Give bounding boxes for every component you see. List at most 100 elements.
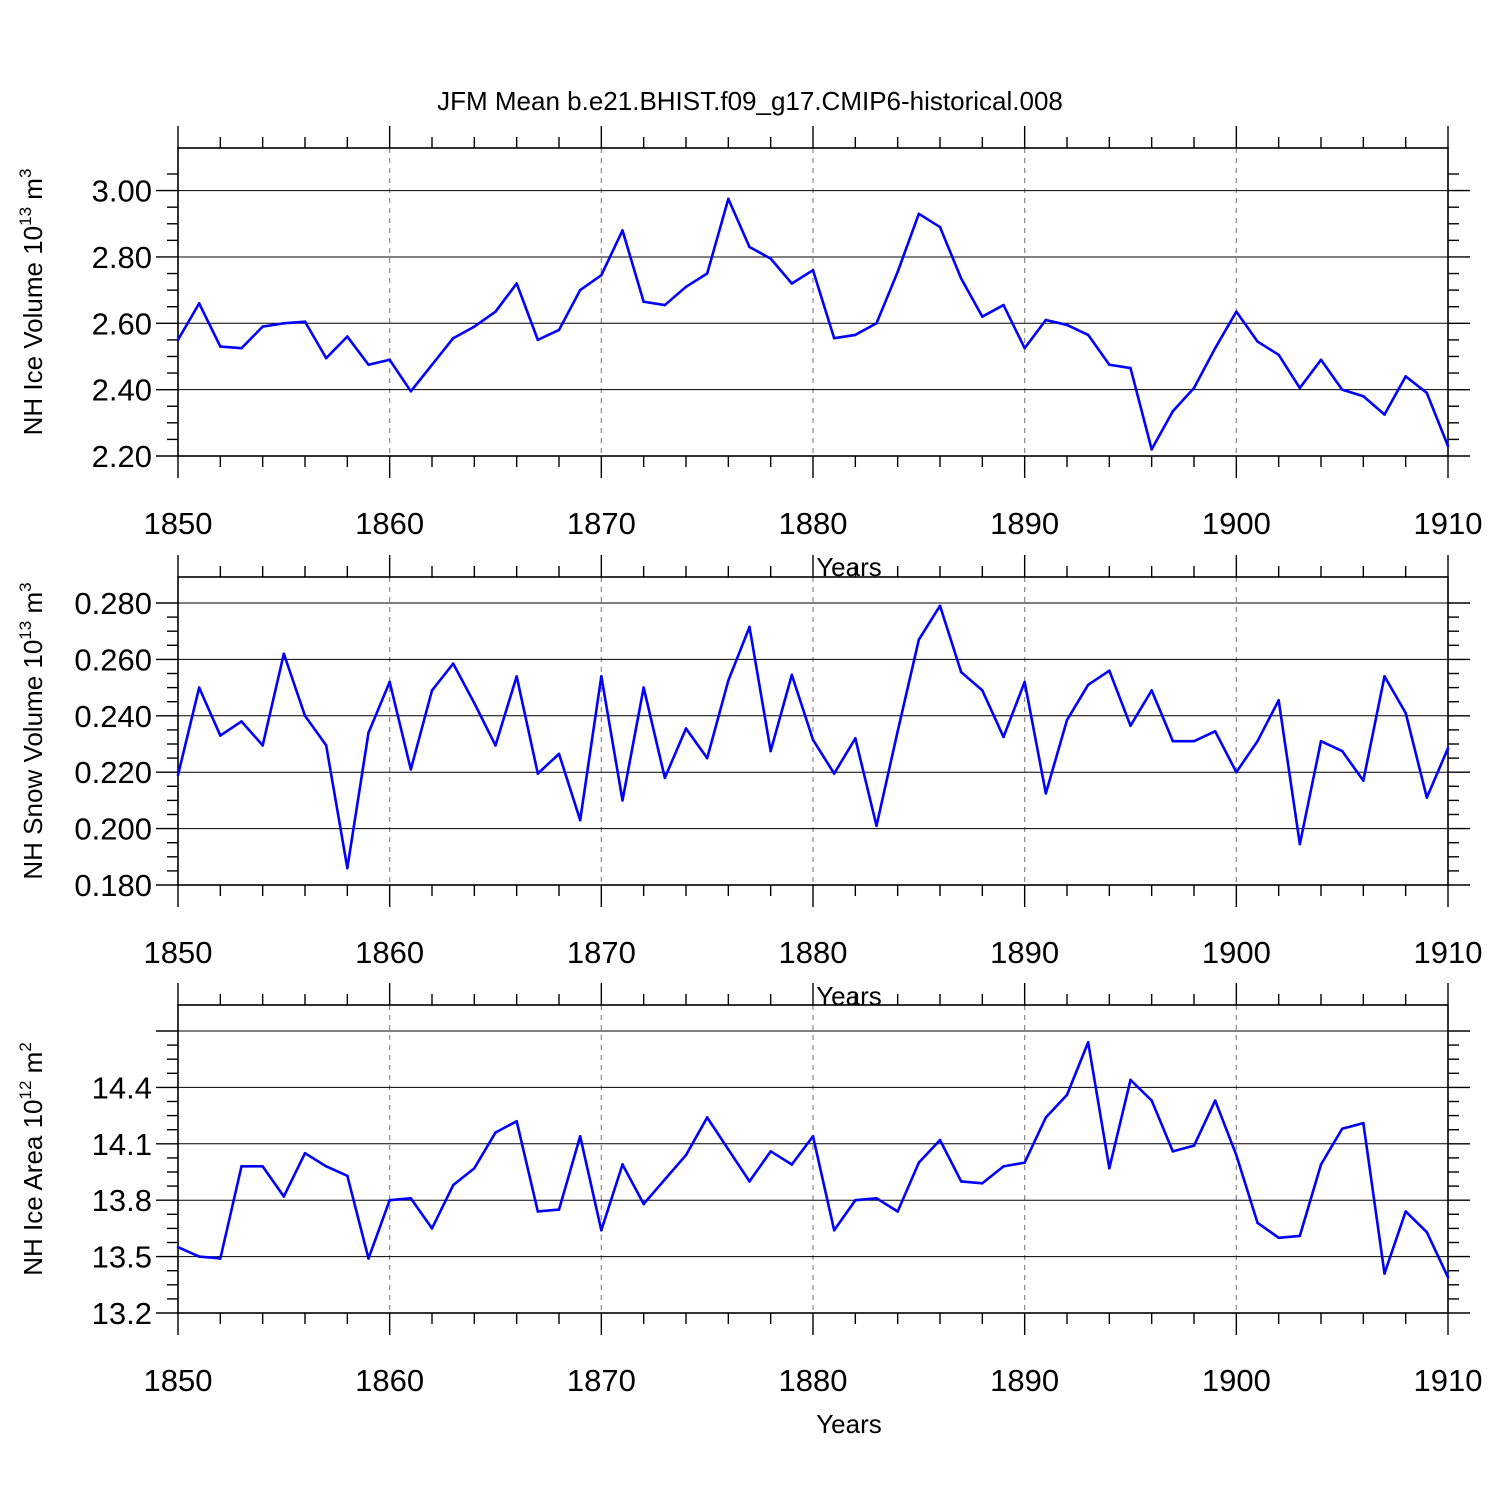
y-tick-label: 2.20 xyxy=(92,439,152,474)
data-point xyxy=(1108,669,1111,672)
data-point xyxy=(875,1197,878,1200)
data-point xyxy=(388,358,391,362)
data-point xyxy=(176,1245,180,1249)
data-point xyxy=(938,225,942,229)
data-point xyxy=(981,315,984,318)
data-point xyxy=(1277,698,1280,702)
x-tick-label: 1850 xyxy=(144,506,213,541)
data-point xyxy=(494,744,497,747)
data-point xyxy=(494,1131,497,1134)
data-point xyxy=(1002,1165,1005,1168)
data-point xyxy=(748,1180,751,1183)
x-axis-title: Years xyxy=(816,981,882,1011)
data-point xyxy=(1340,388,1344,391)
y-tick-label: 0.220 xyxy=(74,755,152,790)
data-point xyxy=(705,756,709,760)
panel-3: 1850 1860 1870 1880 1890 1900 1910 13.2 13.5 13.8… xyxy=(16,983,1482,1439)
data-point xyxy=(346,1174,349,1178)
y-tick-label: 14.4 xyxy=(92,1070,152,1105)
data-point xyxy=(197,686,201,689)
y-tick-label: 14.1 xyxy=(92,1127,152,1162)
data-point xyxy=(769,1150,772,1153)
x-tick-label: 1860 xyxy=(355,935,424,970)
data-point xyxy=(557,328,561,332)
data-point xyxy=(1383,413,1386,416)
data-point xyxy=(1171,739,1175,743)
data-point xyxy=(1256,739,1259,743)
y-axis-title-ylabel-exp: 12 xyxy=(16,1081,35,1100)
data-point xyxy=(1192,739,1196,743)
data-point xyxy=(282,321,286,325)
y-axis-title-ylabel: NH Ice Area 10 xyxy=(18,1099,48,1275)
data-point xyxy=(1319,358,1323,362)
x-tick-label: 1900 xyxy=(1202,935,1271,970)
data-point xyxy=(240,1165,243,1168)
x-tick-label: 1850 xyxy=(144,935,213,970)
data-point xyxy=(261,1165,264,1168)
data-point xyxy=(727,197,730,201)
data-point xyxy=(1171,1150,1175,1153)
data-point xyxy=(367,731,370,735)
data-point xyxy=(197,302,201,305)
data-point xyxy=(1235,310,1238,313)
data-point xyxy=(600,273,603,277)
data-point xyxy=(1256,1221,1259,1225)
data-point xyxy=(642,300,645,304)
data-point xyxy=(1023,346,1026,350)
data-point xyxy=(832,1228,836,1232)
data-point xyxy=(1298,1234,1302,1238)
data-point xyxy=(578,818,582,822)
data-point xyxy=(663,1178,667,1181)
data-point xyxy=(303,1151,307,1155)
data-point xyxy=(832,772,836,775)
data-point xyxy=(727,1148,730,1151)
data-point xyxy=(790,1163,794,1166)
data-point xyxy=(451,662,455,665)
data-point xyxy=(1129,724,1132,727)
data-point xyxy=(790,282,794,285)
y-tick-label: 2.40 xyxy=(92,373,152,408)
data-point xyxy=(176,338,180,342)
data-point xyxy=(1108,363,1111,367)
data-point xyxy=(1150,448,1153,451)
data-point xyxy=(1171,409,1175,413)
y-tick-label: 0.200 xyxy=(74,812,152,847)
data-point xyxy=(896,730,899,733)
data-point xyxy=(748,245,751,249)
data-point xyxy=(1319,1163,1323,1166)
data-point xyxy=(1129,1078,1132,1082)
x-tick-label: 1880 xyxy=(779,935,848,970)
data-point xyxy=(1192,386,1196,390)
x-tick-label: 1890 xyxy=(990,935,1059,970)
data-point xyxy=(705,272,709,275)
data-point xyxy=(367,1257,370,1260)
data-point xyxy=(409,390,413,393)
data-point xyxy=(705,1116,709,1119)
data-point xyxy=(811,1134,815,1138)
y-tick-label: 2.60 xyxy=(92,306,152,341)
y-axis-title-ylabel-unit-exp: 3 xyxy=(16,582,35,591)
y-tick-label: 0.260 xyxy=(74,642,152,677)
data-point xyxy=(1446,746,1450,750)
data-point xyxy=(282,1195,286,1198)
data-point xyxy=(1213,1099,1217,1102)
x-tick-label: 1900 xyxy=(1202,506,1271,541)
x-tick-label: 1910 xyxy=(1414,506,1483,541)
x-tick-label: 1860 xyxy=(355,1363,424,1398)
data-point xyxy=(1023,680,1026,684)
data-point xyxy=(1404,1210,1407,1213)
data-point xyxy=(684,727,688,730)
y-tick-label: 13.5 xyxy=(92,1240,152,1275)
data-point xyxy=(875,824,878,828)
y-axis-title-ylabel-unit: m xyxy=(18,1052,48,1081)
x-tick-label: 1910 xyxy=(1414,1363,1483,1398)
data-point xyxy=(430,689,434,692)
data-point xyxy=(811,268,815,272)
data-point xyxy=(917,212,921,216)
data-point xyxy=(1235,770,1238,774)
data-point xyxy=(663,776,667,780)
data-point xyxy=(324,1165,328,1168)
data-point xyxy=(219,1257,222,1260)
data-point xyxy=(1044,1116,1048,1119)
data-point xyxy=(219,734,222,737)
